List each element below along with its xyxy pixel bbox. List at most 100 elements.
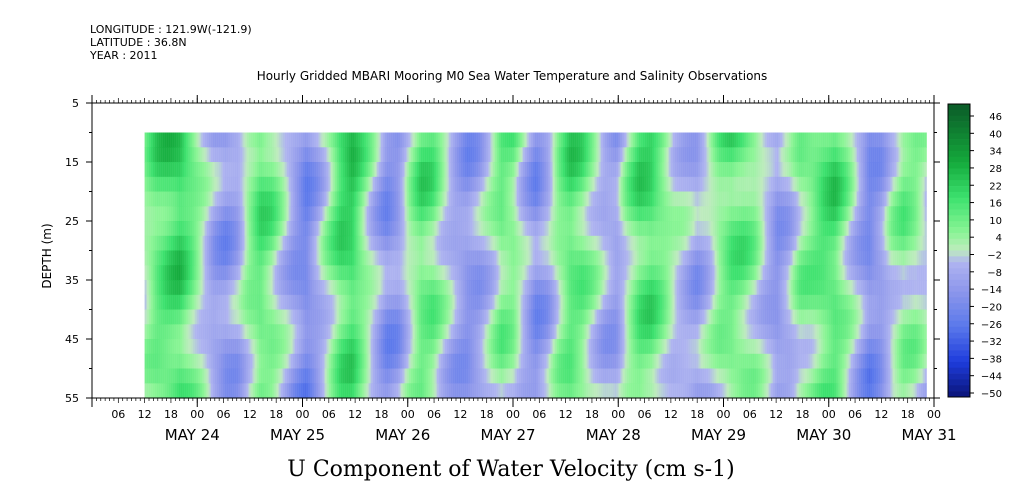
heatmap-cell [190, 235, 193, 252]
heatmap-cell [590, 176, 593, 193]
heatmap-cell [270, 309, 273, 325]
heatmap-cell [260, 280, 263, 296]
heatmap-cell [486, 383, 489, 399]
heatmap-cell [432, 265, 435, 281]
heatmap-cell [344, 294, 347, 311]
heatmap-cell [152, 383, 155, 399]
heatmap-cell [246, 132, 249, 148]
heatmap-cell [566, 206, 569, 222]
heatmap-cell [194, 280, 197, 296]
heatmap-cell [300, 324, 303, 340]
heatmap-cell [430, 368, 433, 384]
heatmap-cell [268, 324, 271, 340]
heatmap-cell [260, 265, 263, 281]
heatmap-cell [384, 250, 387, 266]
heatmap-cell [240, 294, 243, 311]
heatmap-cell [622, 368, 625, 384]
heatmap-cell [286, 235, 289, 252]
heatmap-cell [446, 206, 449, 222]
heatmap-cell [680, 191, 683, 207]
heatmap-cell [166, 324, 169, 340]
heatmap-cell [306, 206, 309, 222]
heatmap-cell [412, 250, 415, 266]
heatmap-cell [164, 339, 167, 355]
heatmap-cell [244, 250, 247, 266]
heatmap-cell [242, 383, 245, 399]
heatmap-cell [270, 294, 273, 311]
heatmap-cell [254, 191, 257, 207]
heatmap-cell [588, 324, 591, 340]
heatmap-cell [640, 162, 643, 178]
heatmap-cell [224, 176, 227, 193]
heatmap-cell [352, 265, 355, 281]
heatmap-cell [314, 294, 317, 311]
heatmap-cell [576, 250, 579, 266]
heatmap-cell [378, 280, 381, 296]
heatmap-cell [302, 265, 305, 281]
heatmap-cell [494, 162, 497, 178]
heatmap-cell [172, 309, 175, 325]
heatmap-cell [384, 191, 387, 207]
heatmap-cell [196, 250, 199, 266]
heatmap-cell [624, 191, 627, 207]
heatmap-cell [538, 206, 541, 222]
heatmap-cell [450, 353, 453, 370]
heatmap-cell [326, 280, 329, 296]
heatmap-cell [452, 235, 455, 252]
heatmap-cell [506, 368, 509, 384]
heatmap-cell [508, 191, 511, 207]
heatmap-cell [694, 339, 697, 355]
heatmap-cell [428, 339, 431, 355]
heatmap-cell [616, 221, 619, 237]
heatmap-cell [586, 324, 589, 340]
heatmap-cell [686, 339, 689, 355]
heatmap-cell [148, 132, 151, 148]
heatmap-cell [424, 339, 427, 355]
heatmap-cell [270, 353, 273, 370]
heatmap-cell [554, 265, 557, 281]
heatmap-cell [258, 309, 261, 325]
heatmap-cell [518, 280, 521, 296]
heatmap-cell [470, 265, 473, 281]
heatmap-cell [684, 368, 687, 384]
heatmap-cell [148, 353, 151, 370]
heatmap-cell [480, 294, 483, 311]
heatmap-cell [392, 250, 395, 266]
heatmap-cell [596, 383, 599, 399]
heatmap-cell [346, 339, 349, 355]
heatmap-cell [250, 309, 253, 325]
heatmap-cell [592, 206, 595, 222]
heatmap-cell [636, 383, 639, 399]
heatmap-cell [562, 132, 565, 148]
heatmap-cell [390, 383, 393, 399]
heatmap-cell [360, 368, 363, 384]
heatmap-cell [378, 221, 381, 237]
heatmap-cell [542, 353, 545, 370]
heatmap-cell [210, 162, 213, 178]
heatmap-cell [656, 176, 659, 193]
heatmap-cell [644, 353, 647, 370]
heatmap-cell [154, 206, 157, 222]
heatmap-cell [250, 383, 253, 399]
heatmap-cell [552, 353, 555, 370]
heatmap-cell [412, 353, 415, 370]
heatmap-cell [146, 368, 149, 384]
heatmap-cell [474, 176, 477, 193]
heatmap-cell [292, 353, 295, 370]
heatmap-cell [332, 176, 335, 193]
heatmap-cell [634, 162, 637, 178]
heatmap-cell [692, 132, 695, 148]
heatmap-cell [324, 353, 327, 370]
heatmap-cell [584, 294, 587, 311]
heatmap-cell [428, 294, 431, 311]
heatmap-cell [346, 265, 349, 281]
heatmap-cell [188, 368, 191, 384]
heatmap-cell [576, 221, 579, 237]
heatmap-cell [688, 368, 691, 384]
heatmap-cell [388, 383, 391, 399]
heatmap-cell [612, 368, 615, 384]
heatmap-cell [624, 294, 627, 311]
heatmap-cell [658, 235, 661, 252]
heatmap-cell [546, 324, 549, 340]
heatmap-cell [518, 339, 521, 355]
